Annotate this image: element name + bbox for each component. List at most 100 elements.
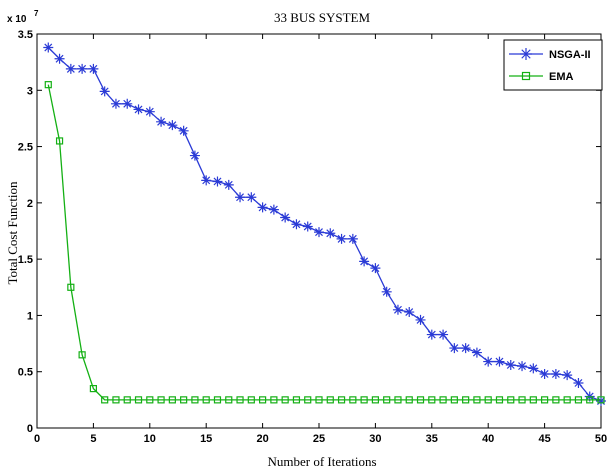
data-point-ema — [44, 81, 52, 89]
data-point-nsga-ii — [201, 175, 212, 186]
legend: NSGA-II EMA — [503, 39, 603, 91]
data-point-ema — [450, 396, 458, 404]
data-point-nsga-ii — [302, 221, 313, 232]
data-point-nsga-ii — [528, 363, 539, 374]
data-point-nsga-ii — [381, 286, 392, 297]
data-point-ema — [574, 396, 583, 404]
data-point-ema — [157, 396, 165, 404]
data-point-nsga-ii — [517, 361, 528, 372]
data-point-ema — [473, 396, 481, 404]
x-tick-label: 10 — [144, 433, 156, 445]
data-point-ema — [134, 396, 143, 404]
data-point-ema — [213, 396, 222, 404]
data-point-ema — [349, 396, 357, 404]
y-tick-label: 0 — [27, 423, 33, 435]
data-point-nsga-ii — [325, 228, 336, 239]
data-point-ema — [270, 396, 278, 404]
y-tick-label: 3.5 — [18, 29, 33, 41]
data-point-nsga-ii — [426, 329, 437, 340]
y-axis-label: Total Cost Function — [5, 181, 20, 285]
data-point-nsga-ii — [268, 204, 279, 215]
data-point-nsga-ii — [212, 176, 223, 187]
data-point-ema — [495, 396, 504, 404]
x-tick-label: 15 — [200, 433, 212, 445]
data-point-nsga-ii — [88, 63, 99, 74]
data-point-nsga-ii — [246, 192, 257, 203]
data-point-ema — [484, 396, 492, 404]
data-point-ema — [247, 396, 255, 404]
data-point-ema — [552, 396, 560, 404]
y-tick-label: 2 — [27, 198, 33, 210]
legend-label-nsga-ii: NSGA-II — [549, 49, 591, 61]
x-tick-label: 50 — [595, 433, 607, 445]
series-line-ema — [47, 84, 601, 401]
legend-item-nsga-ii: NSGA-II — [509, 48, 591, 61]
data-point-ema — [439, 396, 447, 404]
data-point-nsga-ii — [122, 98, 133, 109]
data-point-nsga-ii — [167, 120, 178, 131]
data-point-ema — [55, 137, 64, 145]
data-point-nsga-ii — [483, 356, 494, 367]
data-point-ema — [236, 396, 244, 404]
data-point-nsga-ii — [494, 356, 505, 367]
series-nsga-ii — [43, 42, 606, 406]
data-point-nsga-ii — [235, 192, 246, 203]
data-point-nsga-ii — [43, 42, 54, 53]
data-point-ema — [586, 396, 594, 404]
data-point-nsga-ii — [65, 63, 76, 74]
x-tick-label: 45 — [538, 433, 550, 445]
y-multiplier-exponent: 7 — [34, 9, 39, 18]
data-point-ema — [360, 396, 368, 404]
data-point-ema — [394, 396, 402, 404]
data-point-ema — [202, 396, 210, 404]
y-tick-label: 2.5 — [18, 142, 33, 154]
data-point-nsga-ii — [415, 314, 426, 325]
data-point-ema — [292, 396, 301, 404]
data-point-ema — [337, 396, 346, 404]
data-point-nsga-ii — [562, 370, 573, 381]
x-tick-label: 5 — [90, 433, 96, 445]
data-point-ema — [428, 396, 436, 404]
data-point-ema — [405, 396, 413, 404]
data-point-nsga-ii — [471, 347, 482, 358]
legend-item-ema: EMA — [509, 71, 574, 83]
data-point-nsga-ii — [573, 377, 584, 388]
data-point-ema — [383, 396, 391, 404]
data-point-ema — [416, 396, 425, 404]
x-tick-label: 0 — [34, 433, 40, 445]
y-tick-label: 1.5 — [18, 254, 33, 266]
data-point-ema — [180, 396, 188, 404]
legend-marker-nsga-ii — [520, 48, 532, 60]
data-point-nsga-ii — [178, 125, 189, 136]
chart-title: 33 BUS SYSTEM — [274, 10, 371, 25]
data-point-nsga-ii — [505, 359, 516, 370]
data-point-ema — [563, 396, 571, 404]
data-point-ema — [315, 396, 323, 404]
data-point-nsga-ii — [596, 395, 606, 406]
data-point-ema — [518, 396, 526, 404]
x-tick-label: 40 — [482, 433, 494, 445]
legend-label-ema: EMA — [549, 71, 574, 83]
data-point-nsga-ii — [156, 116, 167, 127]
data-point-nsga-ii — [133, 104, 144, 115]
data-point-nsga-ii — [359, 256, 370, 267]
series-ema — [44, 81, 605, 404]
data-point-nsga-ii — [99, 86, 110, 97]
data-point-nsga-ii — [336, 233, 347, 244]
legend-box — [503, 39, 603, 91]
x-tick-label: 25 — [313, 433, 325, 445]
data-point-nsga-ii — [77, 63, 88, 74]
data-point-ema — [281, 396, 289, 404]
x-axis-label: Number of Iterations — [267, 454, 376, 469]
data-point-nsga-ii — [449, 343, 460, 354]
legend-marker-ema — [521, 71, 531, 81]
y-tick-label: 1 — [27, 310, 33, 322]
data-point-nsga-ii — [392, 304, 403, 315]
plot-area: 0 5 10 15 20 25 30 35 40 45 50 0 0.5 1 1.5 2 2.5 3 3.5 — [18, 29, 607, 445]
x-tick-label: 20 — [256, 433, 268, 445]
data-point-ema — [507, 396, 515, 404]
data-point-nsga-ii — [404, 307, 415, 318]
data-point-ema — [371, 396, 379, 404]
data-point-ema — [259, 396, 267, 404]
